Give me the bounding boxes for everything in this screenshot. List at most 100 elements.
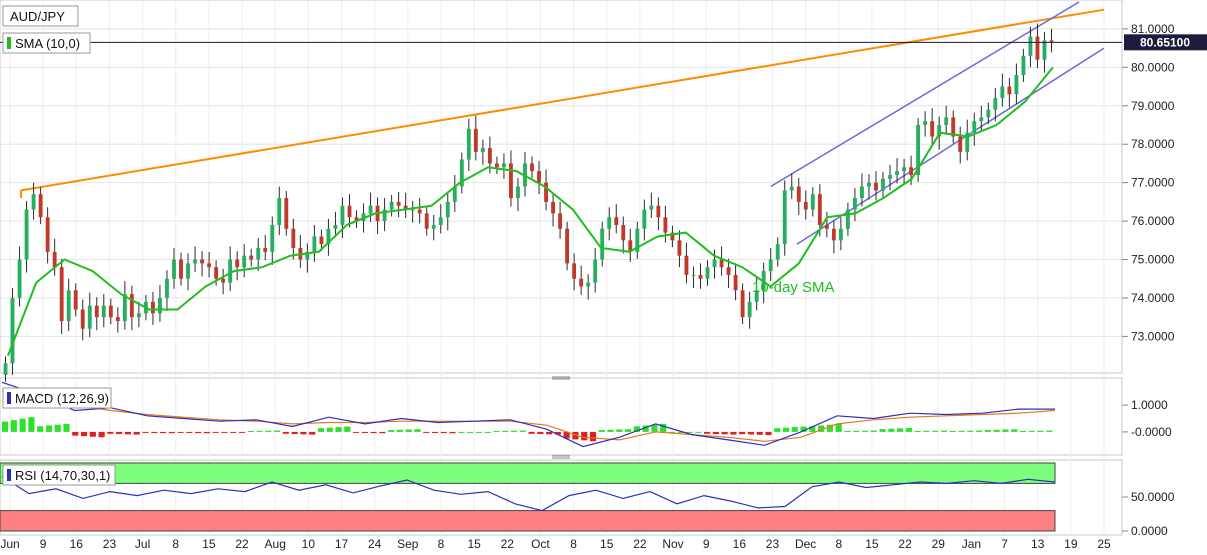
x-tick-label: 8 xyxy=(570,537,577,551)
price-panel xyxy=(0,0,1123,374)
x-tick-label: 15 xyxy=(600,537,614,551)
candle-body xyxy=(431,224,436,229)
x-tick-label: 10 xyxy=(302,537,316,551)
candle-body xyxy=(775,244,780,260)
candle-body xyxy=(66,290,71,322)
candle-body xyxy=(235,259,240,268)
resistance-line xyxy=(20,8,1105,192)
price-tick-label: 78.0000 xyxy=(1131,137,1175,151)
candle-body xyxy=(410,209,415,211)
macd-histogram-bar xyxy=(405,429,412,432)
candle-body xyxy=(417,209,422,214)
rsi-tag[interactable]: RSI (14,70,30,1) xyxy=(2,464,116,486)
candle-body xyxy=(52,251,57,268)
candle-body xyxy=(586,282,591,287)
candle-body xyxy=(333,224,338,229)
candle-body xyxy=(466,128,471,160)
sma-line xyxy=(7,66,1054,356)
macd-histogram-bar xyxy=(940,430,948,432)
candle-body xyxy=(347,205,352,218)
candle-body xyxy=(572,263,577,279)
candle-body xyxy=(937,125,942,137)
candle-body xyxy=(621,224,626,241)
macd-histogram-bar xyxy=(221,431,228,433)
candle-body xyxy=(803,201,808,210)
macd-histogram-bar xyxy=(756,431,763,435)
candle-body xyxy=(1042,40,1047,60)
macd-histogram-bar xyxy=(98,431,105,438)
macd-line xyxy=(1,381,1055,448)
candle-body xyxy=(902,167,907,172)
sma-tag-label: SMA (10,0) xyxy=(15,36,80,51)
macd-histogram-bar xyxy=(879,429,886,432)
candle-body xyxy=(944,117,949,125)
macd-histogram-bar xyxy=(1028,430,1035,432)
macd-histogram-bar xyxy=(782,427,790,432)
macd-histogram-bar xyxy=(449,431,456,434)
candle-body xyxy=(888,174,892,179)
macd-histogram-bar xyxy=(853,430,860,432)
panel-resize-handle[interactable] xyxy=(552,455,570,459)
sma-tag[interactable]: SMA (10,0) xyxy=(2,32,91,54)
x-tick-label: 16 xyxy=(733,537,747,551)
x-axis: Jun 9 16 23 Jul 8 15 22 Aug 10 17 24 Sep 8 15 22 Oct 8 15 2… xyxy=(0,537,1111,551)
price-tick-label: 81.0000 xyxy=(1131,22,1175,36)
macd-histogram-bar xyxy=(353,431,360,433)
macd-histogram-bar xyxy=(967,430,974,432)
x-tick-label: 22 xyxy=(501,537,515,551)
candle-body xyxy=(530,163,534,172)
x-tick-label: 29 xyxy=(932,537,946,551)
macd-histogram-bar xyxy=(151,431,158,433)
macd-histogram-bar xyxy=(396,429,404,432)
x-tick-label: 19 xyxy=(1064,537,1078,551)
macd-histogram-bar xyxy=(493,430,500,432)
candle-body xyxy=(115,317,120,322)
candle-body xyxy=(368,205,373,214)
sma-path xyxy=(7,66,1054,356)
macd-histogram-bar xyxy=(616,429,623,432)
candle-body xyxy=(1028,36,1033,56)
panel-resize-handle[interactable] xyxy=(552,376,570,380)
symbol-tag[interactable]: AUD/JPY xyxy=(2,5,79,27)
macd-histogram-bar xyxy=(826,424,833,432)
candle-body xyxy=(909,167,914,175)
macd-histogram-bar xyxy=(28,417,35,432)
macd-histogram-bar xyxy=(361,431,368,433)
candle-body xyxy=(614,217,619,225)
candle-body xyxy=(354,217,359,222)
candle-body xyxy=(1014,75,1019,95)
candle-body xyxy=(3,363,8,375)
x-tick-label: 17 xyxy=(335,537,349,551)
candle-body xyxy=(312,236,317,252)
candle-body xyxy=(677,240,682,256)
macd-histogram-bar xyxy=(835,423,842,432)
rsi-oversold-zone xyxy=(0,510,1056,532)
macd-histogram-bar xyxy=(668,431,676,433)
candle-body xyxy=(817,194,822,225)
macd-histogram-bar xyxy=(800,426,807,432)
macd-histogram-bar xyxy=(159,431,167,434)
candle-body xyxy=(642,209,647,229)
candle-body xyxy=(291,228,296,248)
macd-histogram-bar xyxy=(932,430,939,432)
x-tick-label: 8 xyxy=(835,537,842,551)
macd-histogram-bar xyxy=(774,428,781,432)
candle-body xyxy=(31,194,36,210)
candle-body xyxy=(698,274,703,279)
candle-body xyxy=(895,171,899,175)
macd-histogram-bar xyxy=(54,424,61,432)
macd-histogram-bar xyxy=(1019,430,1027,432)
macd-histogram-bar xyxy=(186,431,193,433)
candle-body xyxy=(691,274,696,276)
macd-histogram-bar xyxy=(519,430,526,432)
macd-histogram-bar xyxy=(660,423,667,432)
macd-histogram-bar xyxy=(63,423,70,432)
candle-body xyxy=(193,259,197,264)
macd-tick-label: -0.0000 xyxy=(1131,425,1172,439)
macd-histogram-bar xyxy=(1011,429,1018,432)
macd-histogram-bar xyxy=(791,427,798,432)
candle-body xyxy=(263,248,268,252)
macd-histogram-bar xyxy=(897,428,904,432)
candle-body xyxy=(186,263,190,279)
macd-tag[interactable]: MACD (12,26,9) xyxy=(2,387,112,409)
